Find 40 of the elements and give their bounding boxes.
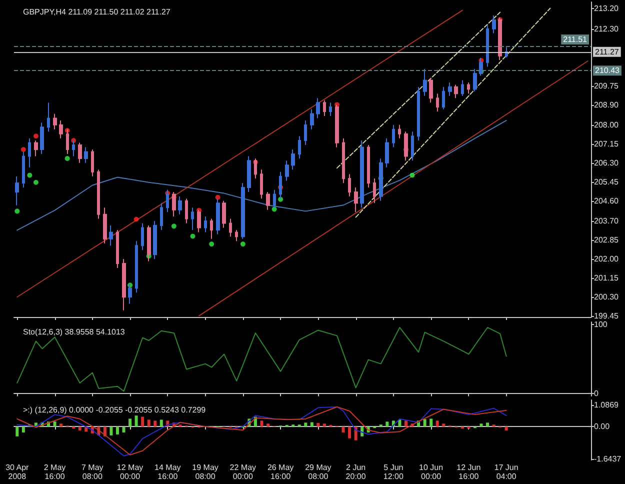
y-tick-label: 100 <box>594 320 608 330</box>
text: GBPJPY,H4 211.09 211.50 211.02 211.27 <box>23 8 171 16</box>
text: >:) (12,26,9) 0.0000 -0.2055 -0.2055 0.5243 0.7299 <box>23 406 206 414</box>
x-tick-label: 22 May 00:00 <box>230 463 256 481</box>
x-tick-label: 10 Jun 00:00 <box>419 463 444 481</box>
y-tick-label: 209.75 <box>594 81 620 90</box>
y-tick-label: -1.6437 <box>594 454 622 464</box>
x-tick-label: 5 Jun 12:00 <box>383 463 404 481</box>
y-tick-label: 213.20 <box>594 4 620 14</box>
y-tick-label: 207.15 <box>594 139 620 148</box>
x-tick-label: 12 May 00:00 <box>116 463 144 481</box>
y-tick-label: 208.00 <box>594 120 620 130</box>
y-tick-label: 212.30 <box>594 24 620 34</box>
y-tick-label: 199.45 <box>594 312 620 320</box>
ref-line-label: 211.27 <box>595 47 620 56</box>
y-tick-label: 208.90 <box>594 100 620 110</box>
ref-line-label: 210.43 <box>595 66 620 76</box>
x-tick-label: 14 May 16:00 <box>154 463 181 481</box>
x-tick-label: 7 May 08:00 <box>82 463 104 481</box>
y-tick-label: 200.30 <box>594 292 620 302</box>
y-tick-label: 203.70 <box>594 216 620 226</box>
text: Sto(12,6,3) 38.9558 54.1013 <box>23 328 126 336</box>
x-tick-label: 2 Jun 20:00 <box>346 463 366 481</box>
y-tick-label: 202.00 <box>594 254 620 264</box>
y-tick-label: 206.30 <box>594 158 620 168</box>
y-tick-label: 204.60 <box>594 196 620 206</box>
y-tick-label: 205.45 <box>594 177 620 186</box>
ref-line-label: 211.51 <box>563 34 588 44</box>
y-tick-label: 0.00 <box>594 422 610 432</box>
x-tick-label: 30 Apr 2008 <box>6 463 30 481</box>
x-tick-label: 2 May 16:00 <box>44 463 66 481</box>
x-tick-label: 19 May 08:00 <box>192 463 218 481</box>
y-tick-label: 202.85 <box>594 236 620 245</box>
y-tick-label: 201.15 <box>594 274 620 283</box>
x-tick-label: 29 May 08:00 <box>305 463 332 481</box>
x-tick-label: 12 Jun 16:00 <box>456 463 481 481</box>
x-tick-label: 26 May 16:00 <box>267 463 294 481</box>
y-tick-label: 1.0869 <box>594 400 620 410</box>
y-tick-label: 0 <box>594 388 599 398</box>
x-tick-label: 17 Jun 04:00 <box>494 463 518 481</box>
